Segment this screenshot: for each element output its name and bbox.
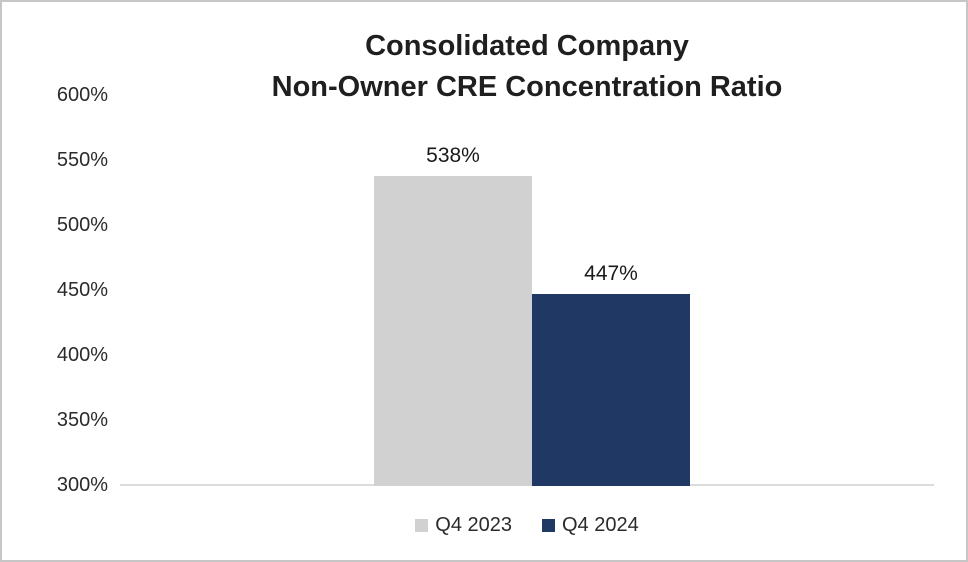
legend-label: Q4 2023 bbox=[435, 514, 512, 536]
y-tick-label: 600% bbox=[56, 84, 108, 106]
y-tick-label: 350% bbox=[56, 409, 108, 431]
bar-data-label: 538% bbox=[426, 144, 480, 167]
y-tick-label: 400% bbox=[56, 344, 108, 366]
legend-item-q4-2024: Q4 2024 bbox=[542, 512, 639, 538]
chart-title-line-1: Consolidated Company bbox=[365, 30, 689, 62]
legend-label: Q4 2024 bbox=[562, 514, 639, 536]
bar-q4-2024 bbox=[532, 294, 690, 486]
y-tick-label: 500% bbox=[56, 214, 108, 236]
chart-title-line-2: Non-Owner CRE Concentration Ratio bbox=[271, 71, 783, 103]
y-axis: 600% 550% 500% 450% 400% 350% 300% bbox=[2, 2, 108, 560]
y-tick-label: 550% bbox=[56, 149, 108, 171]
bar-data-label: 447% bbox=[584, 262, 638, 285]
chart-title: Consolidated Company Non-Owner CRE Conce… bbox=[120, 26, 934, 108]
legend-swatch-icon bbox=[415, 518, 429, 532]
legend: Q4 2023 Q4 2024 bbox=[120, 512, 934, 538]
legend-swatch-icon bbox=[542, 518, 555, 532]
bar-q4-2023 bbox=[374, 176, 532, 486]
y-tick-label: 300% bbox=[56, 474, 108, 496]
legend-item-q4-2023: Q4 2023 bbox=[415, 512, 512, 538]
y-tick-label: 450% bbox=[56, 279, 108, 301]
